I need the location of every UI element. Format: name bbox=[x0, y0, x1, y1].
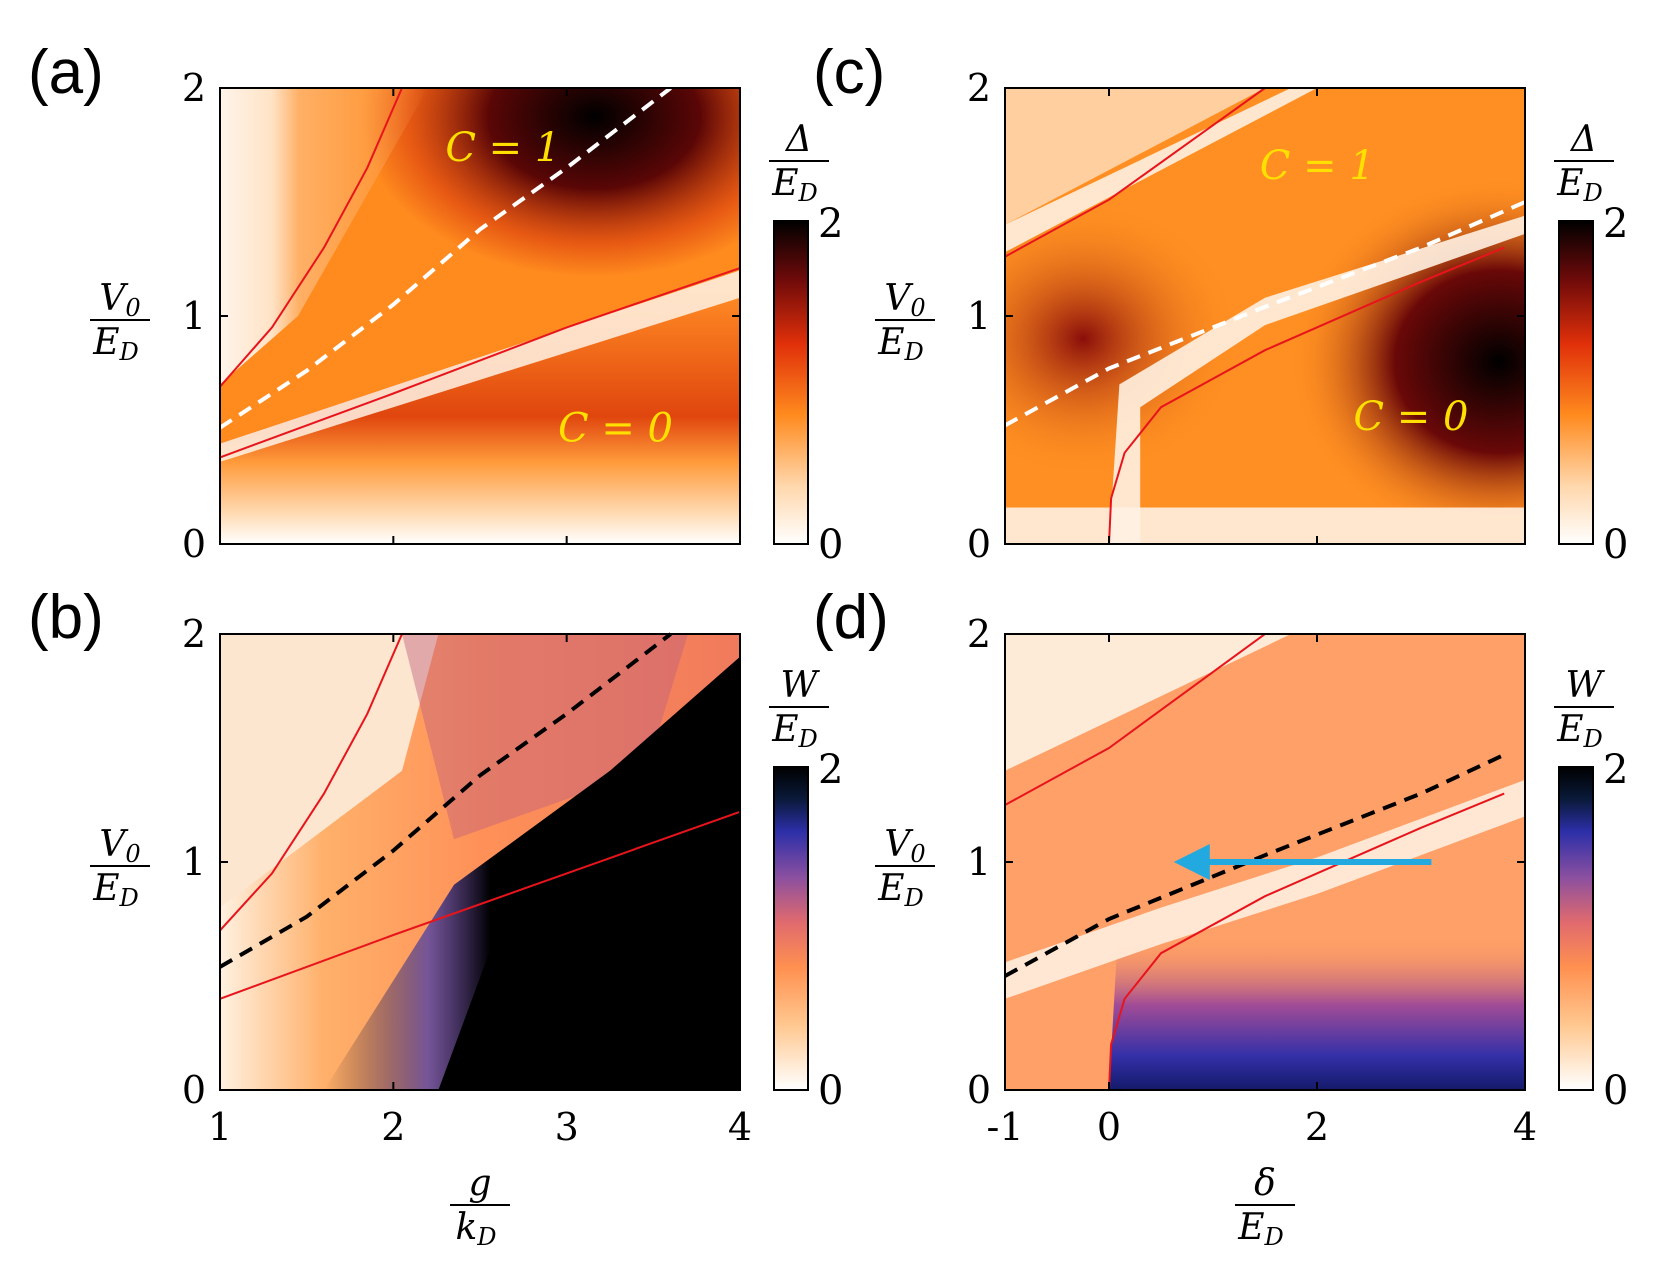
colorbar-title-num: W bbox=[1565, 665, 1605, 706]
y-tick-label: 1 bbox=[182, 294, 206, 338]
y-axis-label-den: ED bbox=[877, 868, 924, 912]
panel-c: (c) bbox=[813, 38, 1525, 544]
x-axis-label-den: kD bbox=[455, 1207, 496, 1251]
colorbar-title-num: Δ bbox=[784, 119, 812, 160]
colorbar bbox=[773, 220, 809, 545]
phase-boundary-solid-0 bbox=[1004, 633, 1266, 806]
x-tick-label: 2 bbox=[381, 1105, 405, 1149]
x-axis-label-num: δ bbox=[1254, 1163, 1276, 1204]
phase-boundary-solid-2 bbox=[219, 810, 741, 1000]
y-axis-label-den: ED bbox=[92, 868, 139, 912]
x-tick-label: 4 bbox=[1513, 1105, 1537, 1149]
x-axis-label-den: ED bbox=[1237, 1207, 1284, 1251]
x-tick-label: 0 bbox=[1097, 1105, 1121, 1149]
panel-d-label: (d) bbox=[813, 583, 889, 652]
y-axis-label-num: V0 bbox=[884, 824, 925, 868]
colorbar-title-den: ED bbox=[1556, 163, 1603, 207]
phase-boundary-solid-2 bbox=[219, 267, 741, 459]
panel-a: (a) bbox=[28, 38, 740, 544]
y-axis-label-num: V0 bbox=[99, 278, 140, 322]
y-axis-label-den: ED bbox=[877, 322, 924, 366]
chern-label-0: C = 1 bbox=[1260, 143, 1375, 189]
colorbar-min-label: 0 bbox=[1603, 522, 1628, 568]
phase-boundary-dashed-1 bbox=[218, 632, 672, 969]
phase-boundary-dashed-1 bbox=[1004, 752, 1506, 978]
chern-label-1: C = 0 bbox=[558, 405, 673, 451]
phase-boundary-solid-0 bbox=[219, 633, 403, 932]
y-tick-label: 1 bbox=[182, 840, 206, 884]
y-axis-label-num: V0 bbox=[99, 824, 140, 868]
phase-boundary-solid-2 bbox=[1108, 246, 1505, 545]
panel-a-label: (a) bbox=[28, 38, 104, 107]
colorbar-title-num: Δ bbox=[1569, 119, 1597, 160]
phase-boundary-solid-2 bbox=[1108, 792, 1505, 1091]
colorbar-max-label: 2 bbox=[1603, 201, 1628, 247]
panel-a-heatmap bbox=[220, 88, 740, 544]
phase-boundary-dashed-1 bbox=[1004, 200, 1526, 428]
y-tick-label: 2 bbox=[967, 612, 991, 656]
y-tick-label: 2 bbox=[967, 66, 991, 110]
colorbar bbox=[1558, 766, 1594, 1091]
colorbar-min-label: 0 bbox=[818, 522, 843, 568]
y-axis-label-num: V0 bbox=[884, 278, 925, 322]
colorbar bbox=[773, 766, 809, 1091]
y-tick-label: 1 bbox=[967, 840, 991, 884]
colorbar-max-label: 2 bbox=[1603, 747, 1628, 793]
x-tick-label: 3 bbox=[555, 1105, 579, 1149]
phase-boundary-solid-0 bbox=[219, 87, 403, 388]
colorbar-min-label: 0 bbox=[1603, 1068, 1628, 1114]
x-axis-label-num: g bbox=[468, 1163, 491, 1204]
x-tick-label: 1 bbox=[208, 1105, 232, 1149]
chern-label-1: C = 0 bbox=[1353, 394, 1468, 440]
colorbar-min-label: 0 bbox=[818, 1068, 843, 1114]
colorbar-title-den: ED bbox=[1556, 709, 1603, 753]
panel-c-heatmap bbox=[1005, 88, 1525, 544]
y-tick-label: 2 bbox=[182, 612, 206, 656]
x-tick-label: 2 bbox=[1305, 1105, 1329, 1149]
y-axis-label-den: ED bbox=[92, 322, 139, 366]
y-tick-label: 0 bbox=[967, 1068, 991, 1112]
panel-d: (d) bbox=[813, 583, 1525, 1090]
colorbar-title-den: ED bbox=[771, 709, 818, 753]
colorbar-max-label: 2 bbox=[818, 201, 843, 247]
panel-b-label: (b) bbox=[28, 583, 104, 652]
y-tick-label: 2 bbox=[182, 66, 206, 110]
colorbar-title-num: W bbox=[780, 665, 820, 706]
x-tick-label: 4 bbox=[728, 1105, 752, 1149]
y-tick-label: 1 bbox=[967, 294, 991, 338]
y-tick-label: 0 bbox=[967, 522, 991, 566]
chern-label-0: C = 1 bbox=[445, 125, 560, 171]
colorbar-max-label: 2 bbox=[818, 747, 843, 793]
phase-boundary-solid-0 bbox=[1004, 87, 1266, 258]
colorbar bbox=[1558, 220, 1594, 545]
x-tick-label: -1 bbox=[986, 1105, 1023, 1149]
panel-b-heatmap bbox=[220, 634, 740, 1090]
y-tick-label: 0 bbox=[182, 522, 206, 566]
panel-c-label: (c) bbox=[813, 38, 885, 107]
y-tick-label: 0 bbox=[182, 1068, 206, 1112]
panel-b: (b) bbox=[28, 583, 740, 1090]
colorbar-title-den: ED bbox=[771, 163, 818, 207]
